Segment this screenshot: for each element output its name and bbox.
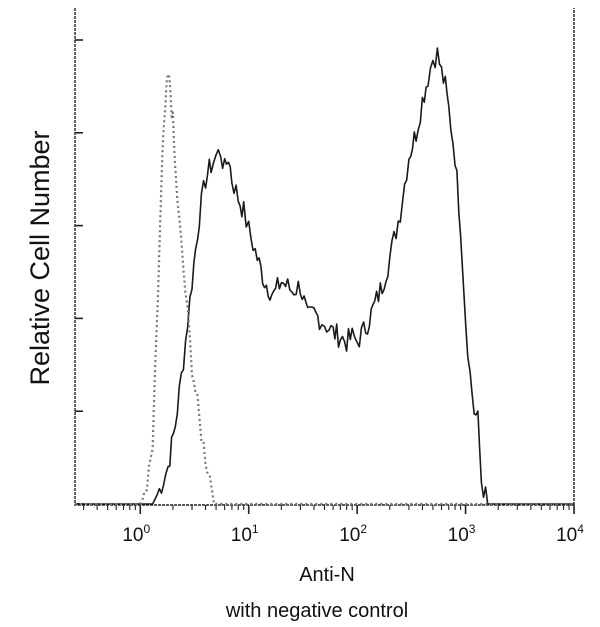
x-axis-title: Anti-N: [299, 564, 355, 586]
x-tick-exponent: 0: [144, 522, 151, 536]
x-tick-exponent: 1: [252, 522, 259, 536]
x-tick-label: 104: [556, 522, 584, 546]
negative-control-curve: [75, 72, 574, 506]
y-axis-ticks: [75, 39, 83, 505]
anti-n-curve: [75, 47, 574, 505]
series-layer: [75, 47, 574, 506]
y-axis-title: Relative Cell Number: [25, 130, 55, 385]
x-tick-label: 102: [339, 522, 367, 546]
x-tick-label: 101: [231, 522, 259, 546]
plot-frame: [74, 8, 575, 506]
x-tick-exponent: 4: [577, 522, 584, 536]
plot-border: [74, 8, 575, 506]
x-tick-exponent: 3: [469, 522, 476, 536]
chart-caption: with negative control: [225, 600, 408, 622]
x-tick-label: 103: [448, 522, 476, 546]
x-tick-exponent: 2: [360, 522, 367, 536]
x-axis-ticks: [83, 505, 575, 514]
x-axis-tick-labels: 100 101 102 103 104: [122, 522, 584, 546]
x-tick-label: 100: [122, 522, 150, 546]
